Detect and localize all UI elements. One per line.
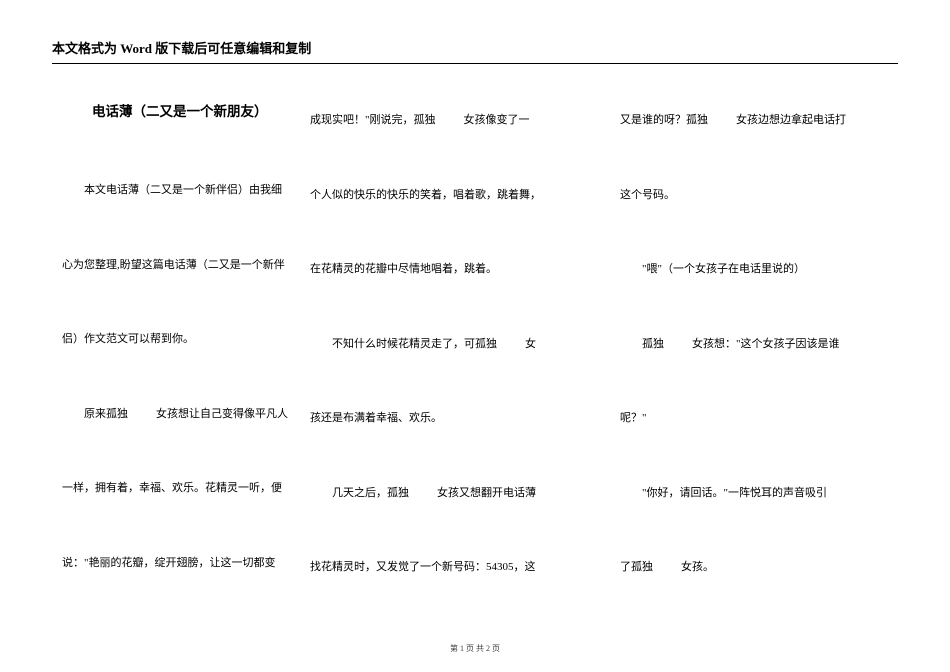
text-fragment: 不知什么时候花精灵走了，可孤独: [332, 338, 497, 350]
header-text: 本文格式为 Word 版下载后可任意编辑和复制: [52, 41, 311, 56]
paragraph: 又是谁的呀？孤独 女孩边想边拿起电话打: [620, 112, 888, 129]
paragraph: 这个号码。: [620, 187, 888, 204]
text-fragment: 成现实吧！"刚说完，孤独: [310, 114, 436, 126]
text-fragment: 了孤独: [620, 561, 653, 573]
column-2: 成现实吧！"刚说完，孤独 女孩像变了一 个人似的快乐的快乐的笑着，唱着歌，跳着舞，…: [300, 102, 610, 622]
document-title: 电话薄（二又是一个新朋友）: [62, 102, 290, 122]
paragraph: 找花精灵时，又发觉了一个新号码：54305，这: [310, 559, 600, 576]
column-1: 电话薄（二又是一个新朋友） 本文电话薄（二又是一个新伴侣）由我细 心为您整理,盼…: [52, 102, 300, 622]
text-fragment: 女孩想让自己变得像平凡人: [156, 408, 288, 420]
document-header: 本文格式为 Word 版下载后可任意编辑和复制: [52, 38, 898, 64]
paragraph: 本文电话薄（二又是一个新伴侣）由我细: [62, 182, 290, 199]
paragraph: 说："艳丽的花瓣，绽开翅膀，让这一切都变: [62, 555, 290, 572]
paragraph: 原来孤独 女孩想让自己变得像平凡人: [62, 406, 290, 423]
paragraph: 一样，拥有着，幸福、欢乐。花精灵一听，便: [62, 480, 290, 497]
paragraph: "你好，请回话。"一阵悦耳的声音吸引: [620, 485, 888, 502]
paragraph: 孩还是布满着幸福、欢乐。: [310, 410, 600, 427]
text-fragment: 原来孤独: [84, 408, 128, 420]
text-fragment: 女孩又想翻开电话薄: [437, 487, 536, 499]
page-number: 第 1 页 共 2 页: [450, 644, 500, 653]
text-fragment: 女: [525, 338, 536, 350]
text-fragment: 女孩像变了一: [464, 114, 530, 126]
paragraph: 不知什么时候花精灵走了，可孤独 女: [310, 336, 600, 353]
text-fragment: 女孩想："这个女孩子因该是谁: [692, 338, 840, 350]
text-fragment: 几天之后，孤独: [332, 487, 409, 499]
page-footer: 第 1 页 共 2 页: [0, 643, 950, 654]
paragraph: 孤独 女孩想："这个女孩子因该是谁: [620, 336, 888, 353]
paragraph: 几天之后，孤独 女孩又想翻开电话薄: [310, 485, 600, 502]
document-content: 电话薄（二又是一个新朋友） 本文电话薄（二又是一个新伴侣）由我细 心为您整理,盼…: [52, 102, 898, 622]
paragraph: "喂"（一个女孩子在电话里说的）: [620, 261, 888, 278]
paragraph: 个人似的快乐的快乐的笑着，唱着歌，跳着舞，: [310, 187, 600, 204]
text-fragment: 孤独: [642, 338, 664, 350]
text-fragment: 女孩边想边拿起电话打: [736, 114, 846, 126]
paragraph: 成现实吧！"刚说完，孤独 女孩像变了一: [310, 112, 600, 129]
text-fragment: 女孩。: [681, 561, 714, 573]
paragraph: 侣）作文范文可以帮到你。: [62, 331, 290, 348]
paragraph: 了孤独 女孩。: [620, 559, 888, 576]
column-3: 又是谁的呀？孤独 女孩边想边拿起电话打 这个号码。 "喂"（一个女孩子在电话里说的…: [610, 102, 898, 622]
paragraph: 在花精灵的花瓣中尽情地唱着，跳着。: [310, 261, 600, 278]
text-fragment: 又是谁的呀？孤独: [620, 114, 708, 126]
paragraph: 心为您整理,盼望这篇电话薄（二又是一个新伴: [62, 257, 290, 274]
paragraph: 呢？": [620, 410, 888, 427]
